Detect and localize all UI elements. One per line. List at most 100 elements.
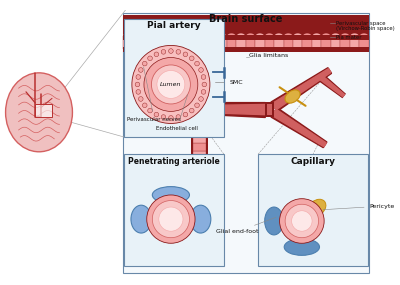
Bar	[190, 79, 210, 86]
Ellipse shape	[6, 73, 72, 152]
Bar	[321, 36, 331, 49]
Circle shape	[151, 65, 190, 104]
Ellipse shape	[294, 33, 302, 39]
Polygon shape	[318, 74, 345, 97]
Text: Endothelial cell: Endothelial cell	[156, 95, 198, 131]
Ellipse shape	[123, 33, 132, 39]
Ellipse shape	[190, 205, 211, 233]
Text: SMC: SMC	[216, 80, 243, 85]
Bar	[266, 104, 272, 115]
Bar	[190, 106, 210, 112]
Ellipse shape	[303, 33, 312, 39]
Bar	[170, 36, 179, 49]
Circle shape	[154, 112, 159, 117]
Ellipse shape	[199, 33, 207, 39]
Text: Penetrating arteriole: Penetrating arteriole	[128, 157, 220, 166]
Ellipse shape	[331, 33, 340, 39]
Circle shape	[285, 204, 318, 238]
Circle shape	[135, 82, 140, 87]
Bar	[193, 120, 206, 128]
Bar	[198, 36, 208, 49]
Ellipse shape	[274, 33, 283, 39]
Circle shape	[136, 75, 141, 79]
Bar	[293, 36, 302, 49]
Bar	[142, 36, 151, 49]
Bar	[264, 36, 274, 49]
Ellipse shape	[132, 33, 141, 39]
Ellipse shape	[208, 33, 217, 39]
Circle shape	[183, 112, 188, 117]
Bar	[122, 13, 369, 273]
Bar	[227, 36, 236, 49]
Bar	[160, 36, 170, 49]
Ellipse shape	[170, 33, 179, 39]
Text: Pia mater: Pia mater	[336, 34, 362, 40]
Bar	[331, 36, 340, 49]
Bar	[190, 72, 210, 79]
Bar	[122, 15, 369, 52]
Bar	[190, 65, 210, 72]
Bar	[217, 36, 227, 49]
Bar	[265, 102, 274, 117]
Bar	[350, 36, 359, 49]
Bar	[187, 52, 213, 112]
Circle shape	[202, 82, 207, 87]
Circle shape	[201, 75, 206, 79]
Ellipse shape	[189, 33, 198, 39]
Circle shape	[199, 97, 203, 101]
Bar	[359, 36, 369, 49]
Bar	[35, 104, 52, 117]
Bar	[274, 36, 284, 49]
Ellipse shape	[284, 33, 292, 39]
Circle shape	[138, 68, 143, 72]
Ellipse shape	[322, 33, 330, 39]
Ellipse shape	[131, 205, 151, 233]
Circle shape	[147, 195, 195, 243]
Polygon shape	[319, 75, 344, 97]
Bar	[122, 36, 132, 49]
Bar	[124, 154, 224, 266]
Circle shape	[132, 45, 210, 123]
Circle shape	[195, 103, 199, 108]
Bar	[340, 36, 350, 49]
Polygon shape	[271, 108, 327, 148]
Ellipse shape	[265, 33, 274, 39]
Circle shape	[161, 50, 166, 54]
Text: Glia limitans: Glia limitans	[249, 53, 288, 58]
Circle shape	[190, 56, 194, 61]
Bar	[302, 36, 312, 49]
Ellipse shape	[152, 33, 160, 39]
Bar	[312, 36, 321, 49]
Text: Pericyte: Pericyte	[323, 203, 395, 210]
Ellipse shape	[227, 33, 236, 39]
Bar	[122, 35, 369, 40]
Circle shape	[159, 207, 183, 231]
Text: Lumen: Lumen	[160, 82, 182, 87]
Circle shape	[138, 97, 143, 101]
Polygon shape	[271, 68, 332, 111]
Bar	[284, 36, 293, 49]
Circle shape	[148, 56, 152, 61]
Circle shape	[183, 52, 188, 57]
Bar	[122, 47, 369, 52]
Bar	[193, 151, 206, 159]
Ellipse shape	[341, 33, 349, 39]
Ellipse shape	[360, 33, 368, 39]
Ellipse shape	[256, 33, 264, 39]
Bar	[190, 86, 210, 92]
Bar	[124, 19, 224, 137]
Bar	[255, 36, 264, 49]
Ellipse shape	[308, 199, 326, 217]
Ellipse shape	[312, 33, 321, 39]
Circle shape	[144, 58, 198, 111]
Circle shape	[161, 115, 166, 119]
Bar	[190, 92, 210, 99]
Ellipse shape	[265, 207, 283, 235]
Ellipse shape	[246, 33, 255, 39]
Circle shape	[157, 70, 185, 98]
Ellipse shape	[142, 33, 150, 39]
Circle shape	[168, 115, 173, 120]
Text: Capillary: Capillary	[290, 157, 336, 166]
Bar	[179, 36, 189, 49]
Bar	[236, 36, 246, 49]
